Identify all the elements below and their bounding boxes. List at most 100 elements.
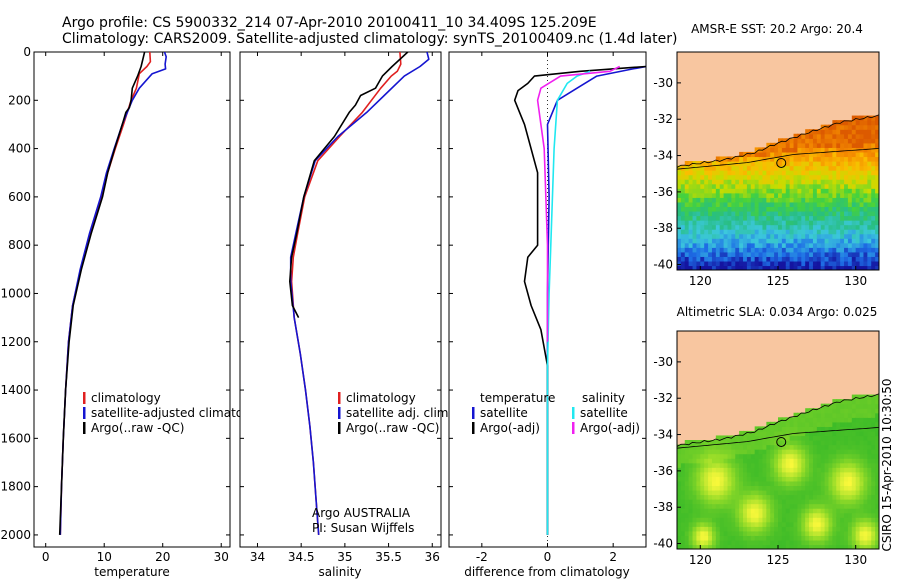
- map-cell: [844, 238, 849, 244]
- map-cell: [781, 197, 787, 203]
- map-cell: [731, 503, 736, 509]
- map-cell: [801, 224, 806, 230]
- map-cell: [836, 151, 841, 158]
- map-cell: [851, 435, 857, 441]
- map-cell: [809, 521, 814, 527]
- map-cell: [847, 142, 853, 148]
- map-cell: [766, 151, 771, 158]
- map-cell: [844, 197, 849, 203]
- map-cell: [867, 412, 872, 418]
- map-cell: [778, 494, 783, 500]
- map-cell: [863, 444, 868, 450]
- map-cell: [762, 521, 767, 527]
- map-cell: [801, 535, 806, 541]
- map-cell: [727, 161, 732, 167]
- map-cell: [731, 471, 736, 477]
- map-cell: [708, 242, 713, 248]
- map-cell: [859, 151, 865, 158]
- map-cell: [875, 138, 879, 144]
- map-cell: [832, 408, 837, 414]
- map-cell: [677, 444, 682, 450]
- map-cell: [851, 220, 857, 226]
- map-cell: [801, 503, 806, 509]
- difference-legend: temperaturesatelliteArgo(-adj)salinitysa…: [472, 391, 640, 435]
- depth-tick-label: 200: [8, 93, 31, 107]
- map-cell: [688, 206, 694, 212]
- map-cell: [739, 530, 744, 536]
- map-cell: [824, 485, 830, 491]
- map-cell: [851, 115, 857, 121]
- map-cell: [696, 170, 701, 176]
- map-cell: [805, 453, 810, 459]
- map-cell: [859, 394, 865, 400]
- map-cell: [700, 499, 705, 505]
- map-cell: [855, 503, 861, 509]
- map-cell: [785, 165, 791, 171]
- map-cell: [871, 233, 876, 239]
- map-cell: [711, 256, 717, 262]
- map-cell: [805, 421, 810, 427]
- map-cell: [797, 480, 802, 487]
- map-cell: [820, 179, 826, 185]
- map-cell: [816, 449, 822, 455]
- depth-tick-label: 400: [8, 142, 31, 156]
- map-cell: [851, 444, 857, 450]
- map-cell: [832, 430, 837, 437]
- map-cell: [723, 476, 729, 482]
- map-cell: [867, 499, 872, 505]
- map-cell: [766, 467, 771, 473]
- map-cell: [801, 183, 806, 189]
- map-cell: [840, 247, 845, 253]
- map-cell: [859, 260, 865, 267]
- map-cell: [867, 179, 872, 185]
- map-cell: [677, 489, 682, 496]
- map-cell: [793, 494, 799, 500]
- map-cell: [801, 233, 806, 239]
- map-cell: [812, 417, 818, 423]
- map-cell: [684, 449, 690, 455]
- map-cell: [704, 444, 709, 450]
- map-cell: [875, 408, 879, 414]
- map-cell: [700, 220, 705, 226]
- map-cell: [840, 435, 845, 441]
- map-cell: [863, 161, 868, 167]
- map-cell: [739, 449, 744, 455]
- map-cell: [836, 192, 841, 198]
- map-cell: [735, 435, 740, 441]
- map-cell: [704, 544, 709, 549]
- map-cell: [875, 224, 879, 230]
- map-cell: [789, 138, 795, 144]
- map-cell: [855, 535, 861, 541]
- map-cell: [723, 530, 729, 536]
- map-cell: [859, 480, 865, 487]
- map-cell: [746, 494, 752, 500]
- map-cell: [844, 476, 849, 482]
- map-cell: [812, 188, 818, 194]
- map-cell: [844, 133, 849, 139]
- map-cell: [793, 170, 799, 176]
- map-cell: [766, 480, 771, 487]
- map-cell: [785, 229, 791, 235]
- map-cell: [793, 476, 799, 482]
- map-cell: [840, 535, 845, 541]
- map-cell: [809, 462, 814, 468]
- map-cell: [840, 444, 845, 450]
- map-cell: [847, 508, 853, 514]
- map-cell: [688, 480, 694, 487]
- map-cell: [867, 417, 872, 423]
- map-cell: [809, 170, 814, 176]
- map-cell: [820, 238, 826, 244]
- map-cell: [859, 530, 865, 536]
- map-cell: [867, 521, 872, 527]
- map-cell: [863, 156, 868, 162]
- x-tick-label: 35.5: [375, 550, 402, 564]
- map-cell: [871, 471, 876, 477]
- map-cell: [871, 476, 876, 482]
- map-cell: [789, 521, 795, 527]
- map-cell: [700, 238, 705, 244]
- map-cell: [875, 403, 879, 409]
- map-cell: [867, 220, 872, 226]
- map-cell: [847, 535, 853, 541]
- map-cell: [871, 458, 876, 464]
